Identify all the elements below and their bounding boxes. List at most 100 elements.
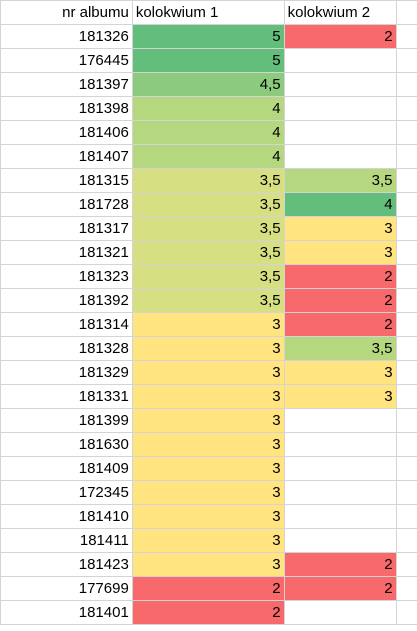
kolokwium-2-cell[interactable]: 3 xyxy=(283,216,397,241)
empty-cell[interactable] xyxy=(395,504,417,529)
header-spacer-cell[interactable] xyxy=(395,0,417,25)
empty-cell[interactable] xyxy=(395,72,417,97)
kolokwium-2-cell[interactable]: 3 xyxy=(283,384,397,409)
album-number-cell[interactable]: 181317 xyxy=(0,216,133,241)
album-number-cell[interactable]: 181314 xyxy=(0,312,133,337)
kolokwium-1-cell[interactable]: 3,5 xyxy=(131,168,285,193)
album-number-cell[interactable]: 181397 xyxy=(0,72,133,97)
empty-cell[interactable] xyxy=(395,240,417,265)
kolokwium-2-cell[interactable]: 2 xyxy=(283,24,397,49)
kolokwium-1-cell[interactable]: 3 xyxy=(131,432,285,457)
kolokwium-1-cell[interactable]: 3 xyxy=(131,504,285,529)
empty-cell[interactable] xyxy=(395,192,417,217)
empty-cell[interactable] xyxy=(395,336,417,361)
kolokwium-2-cell[interactable] xyxy=(283,72,397,97)
kolokwium-2-cell[interactable] xyxy=(283,528,397,553)
header-kolokwium-1[interactable]: kolokwium 1 xyxy=(131,0,285,25)
kolokwium-2-cell[interactable]: 2 xyxy=(283,264,397,289)
album-number-cell[interactable]: 181409 xyxy=(0,456,133,481)
album-number-cell[interactable]: 181401 xyxy=(0,600,133,625)
album-number-cell[interactable]: 181323 xyxy=(0,264,133,289)
album-number-cell[interactable]: 181423 xyxy=(0,552,133,577)
kolokwium-2-cell[interactable]: 3 xyxy=(283,360,397,385)
album-number-cell[interactable]: 181398 xyxy=(0,96,133,121)
kolokwium-2-cell[interactable]: 3,5 xyxy=(283,336,397,361)
kolokwium-1-cell[interactable]: 2 xyxy=(131,600,285,625)
kolokwium-2-cell[interactable] xyxy=(283,408,397,433)
kolokwium-2-cell[interactable] xyxy=(283,120,397,145)
header-album[interactable]: nr albumu xyxy=(0,0,133,25)
album-number-cell[interactable]: 181728 xyxy=(0,192,133,217)
kolokwium-2-cell[interactable]: 2 xyxy=(283,288,397,313)
header-kolokwium-2[interactable]: kolokwium 2 xyxy=(283,0,397,25)
empty-cell[interactable] xyxy=(395,24,417,49)
kolokwium-1-cell[interactable]: 3,5 xyxy=(131,192,285,217)
empty-cell[interactable] xyxy=(395,456,417,481)
kolokwium-1-cell[interactable]: 3 xyxy=(131,552,285,577)
kolokwium-2-cell[interactable]: 3,5 xyxy=(283,168,397,193)
empty-cell[interactable] xyxy=(395,552,417,577)
kolokwium-1-cell[interactable]: 3 xyxy=(131,456,285,481)
album-number-cell[interactable]: 176445 xyxy=(0,48,133,73)
album-number-cell[interactable]: 181407 xyxy=(0,144,133,169)
empty-cell[interactable] xyxy=(395,384,417,409)
album-number-cell[interactable]: 181326 xyxy=(0,24,133,49)
kolokwium-1-cell[interactable]: 3 xyxy=(131,408,285,433)
album-number-cell[interactable]: 181315 xyxy=(0,168,133,193)
empty-cell[interactable] xyxy=(395,168,417,193)
kolokwium-1-cell[interactable]: 3 xyxy=(131,360,285,385)
kolokwium-1-cell[interactable]: 2 xyxy=(131,576,285,601)
kolokwium-1-cell[interactable]: 4 xyxy=(131,96,285,121)
kolokwium-2-cell[interactable]: 4 xyxy=(283,192,397,217)
album-number-cell[interactable]: 181331 xyxy=(0,384,133,409)
empty-cell[interactable] xyxy=(395,216,417,241)
empty-cell[interactable] xyxy=(395,480,417,505)
kolokwium-1-cell[interactable]: 3 xyxy=(131,312,285,337)
empty-cell[interactable] xyxy=(395,432,417,457)
kolokwium-1-cell[interactable]: 3 xyxy=(131,528,285,553)
empty-cell[interactable] xyxy=(395,264,417,289)
empty-cell[interactable] xyxy=(395,576,417,601)
album-number-cell[interactable]: 181328 xyxy=(0,336,133,361)
album-number-cell[interactable]: 181399 xyxy=(0,408,133,433)
kolokwium-2-cell[interactable]: 2 xyxy=(283,576,397,601)
album-number-cell[interactable]: 181392 xyxy=(0,288,133,313)
album-number-cell[interactable]: 181410 xyxy=(0,504,133,529)
kolokwium-1-cell[interactable]: 4 xyxy=(131,120,285,145)
kolokwium-1-cell[interactable]: 3,5 xyxy=(131,288,285,313)
kolokwium-1-cell[interactable]: 3,5 xyxy=(131,216,285,241)
empty-cell[interactable] xyxy=(395,144,417,169)
empty-cell[interactable] xyxy=(395,528,417,553)
kolokwium-2-cell[interactable] xyxy=(283,144,397,169)
kolokwium-2-cell[interactable] xyxy=(283,48,397,73)
empty-cell[interactable] xyxy=(395,312,417,337)
empty-cell[interactable] xyxy=(395,600,417,625)
album-number-cell[interactable]: 181411 xyxy=(0,528,133,553)
kolokwium-1-cell[interactable]: 3 xyxy=(131,480,285,505)
kolokwium-2-cell[interactable] xyxy=(283,600,397,625)
kolokwium-2-cell[interactable]: 3 xyxy=(283,240,397,265)
empty-cell[interactable] xyxy=(395,120,417,145)
kolokwium-2-cell[interactable]: 2 xyxy=(283,312,397,337)
kolokwium-2-cell[interactable] xyxy=(283,480,397,505)
empty-cell[interactable] xyxy=(395,288,417,313)
empty-cell[interactable] xyxy=(395,408,417,433)
empty-cell[interactable] xyxy=(395,96,417,121)
album-number-cell[interactable]: 181630 xyxy=(0,432,133,457)
kolokwium-2-cell[interactable] xyxy=(283,432,397,457)
album-number-cell[interactable]: 181321 xyxy=(0,240,133,265)
empty-cell[interactable] xyxy=(395,48,417,73)
kolokwium-2-cell[interactable] xyxy=(283,96,397,121)
kolokwium-2-cell[interactable] xyxy=(283,456,397,481)
kolokwium-2-cell[interactable] xyxy=(283,504,397,529)
kolokwium-1-cell[interactable]: 4,5 xyxy=(131,72,285,97)
kolokwium-1-cell[interactable]: 3 xyxy=(131,384,285,409)
kolokwium-1-cell[interactable]: 5 xyxy=(131,24,285,49)
kolokwium-1-cell[interactable]: 3 xyxy=(131,336,285,361)
kolokwium-1-cell[interactable]: 5 xyxy=(131,48,285,73)
album-number-cell[interactable]: 181329 xyxy=(0,360,133,385)
album-number-cell[interactable]: 181406 xyxy=(0,120,133,145)
empty-cell[interactable] xyxy=(395,360,417,385)
kolokwium-1-cell[interactable]: 4 xyxy=(131,144,285,169)
kolokwium-1-cell[interactable]: 3,5 xyxy=(131,264,285,289)
